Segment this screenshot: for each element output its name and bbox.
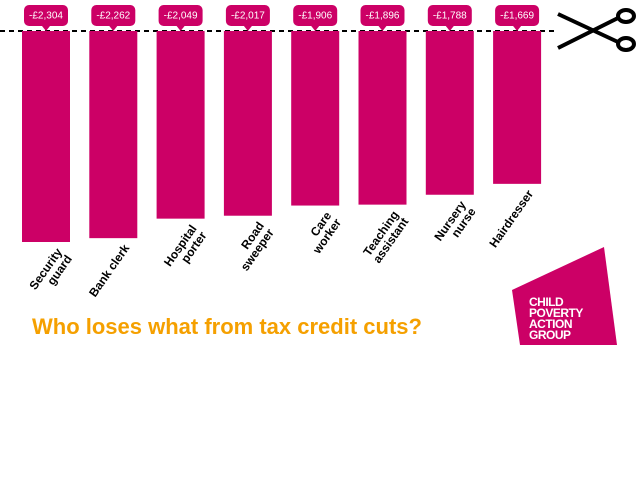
logo-text: POVERTY (529, 306, 583, 320)
callout-pointer (378, 26, 387, 31)
value-callout: -£2,049 (158, 5, 203, 31)
chart-title: Who loses what from tax credit cuts? (32, 314, 422, 339)
callout-box (360, 5, 405, 26)
value-label: -£2,049 (164, 11, 198, 22)
callout-pointer (445, 26, 454, 31)
callout-pointer (243, 26, 252, 31)
callout-box (225, 5, 270, 26)
bar (358, 31, 407, 205)
callout-pointer (109, 26, 118, 31)
callout-pointer (311, 26, 320, 31)
callout-box (495, 5, 540, 26)
x-tick-label: Hairdresser (486, 187, 536, 250)
logo-shape (512, 247, 617, 345)
value-label: -£1,896 (366, 11, 400, 22)
value-callout: -£2,304 (24, 5, 68, 31)
value-label: -£1,788 (433, 11, 467, 22)
callout-pointer (513, 26, 522, 31)
bar (223, 31, 272, 216)
callout-box (91, 5, 136, 26)
callout-pointer (176, 26, 185, 31)
callout-box (24, 5, 68, 26)
logo-text: GROUP (529, 328, 571, 342)
bar (291, 31, 340, 206)
value-callout: -£1,906 (293, 5, 338, 31)
callout-pointer (42, 26, 50, 31)
value-callout: -£2,262 (91, 5, 136, 31)
logo-text: CHILD (529, 295, 564, 309)
callout-box (427, 5, 472, 26)
value-label: -£2,017 (231, 11, 265, 22)
value-callout: -£2,017 (225, 5, 270, 31)
value-label: -£1,906 (298, 11, 332, 22)
bar (22, 31, 70, 242)
bar (156, 31, 205, 219)
callout-box (158, 5, 203, 26)
x-tick-label: Bank clerk (86, 241, 132, 299)
value-label: -£2,262 (96, 11, 130, 22)
value-callout: -£1,669 (495, 5, 540, 31)
scissors (557, 8, 636, 52)
value-callout: -£1,788 (427, 5, 472, 31)
value-callout: -£1,896 (360, 5, 405, 31)
value-label: -£1,669 (500, 11, 534, 22)
bar (493, 31, 542, 184)
bar (425, 31, 474, 195)
logo-text: ACTION (529, 317, 572, 331)
bar (89, 31, 138, 239)
callout-box (293, 5, 338, 26)
value-label: -£2,304 (29, 11, 63, 22)
